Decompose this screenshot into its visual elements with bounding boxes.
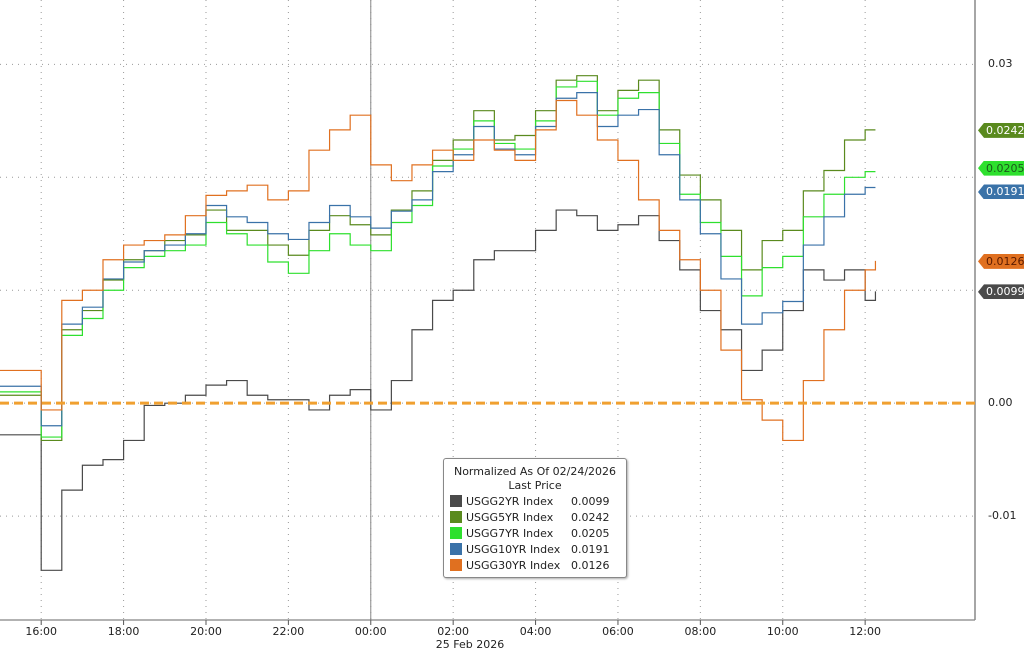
legend-item: USGG2YR Index 0.0099 [444, 493, 626, 509]
legend-swatch [450, 559, 462, 571]
x-tick-label: 04:00 [519, 625, 552, 638]
series-line-usgg10yr [0, 92, 876, 427]
x-tick-label: 22:00 [272, 625, 305, 638]
legend-swatch [450, 527, 462, 539]
x-tick-label: 20:00 [190, 625, 222, 638]
y-tick-label: 0.03 [988, 57, 1013, 71]
series-line-usgg30yr [0, 99, 877, 442]
legend-swatch [450, 495, 462, 507]
legend-item: USGG30YR Index 0.0126 [444, 557, 626, 573]
legend-last-value: 0.0191 [571, 542, 610, 556]
last-value-tag: 0.0242 [978, 122, 1024, 138]
legend-item: USGG10YR Index 0.0191 [444, 541, 626, 557]
legend-last-value: 0.0126 [571, 558, 610, 572]
legend: Normalized As Of 02/24/2026 Last Price U… [443, 458, 627, 578]
x-tick-label: 00:00 [354, 625, 387, 638]
last-value-tag: 0.0191 [978, 184, 1024, 200]
legend-last-value: 0.0205 [571, 526, 610, 540]
legend-series-name: USGG2YR Index [466, 494, 554, 508]
date-label: 25 Feb 2026 [435, 638, 505, 651]
y-tick-label: 0.00 [988, 396, 1013, 410]
series-line-usgg5yr [0, 75, 876, 442]
legend-last-value: 0.0242 [571, 510, 610, 524]
x-tick-label: 08:00 [684, 625, 717, 638]
x-tick-label: 16:00 [25, 625, 58, 638]
last-value-tag: 0.0099 [978, 284, 1024, 300]
x-tick-label: 06:00 [602, 625, 634, 638]
legend-subtitle: Last Price [508, 479, 562, 492]
last-value-tag: 0.0126 [978, 253, 1024, 269]
legend-item: USGG7YR Index 0.0205 [444, 525, 626, 541]
x-tick-label: 10:00 [766, 625, 799, 638]
x-tick-label: 02:00 [437, 625, 470, 638]
last-value-tag: 0.0205 [978, 160, 1024, 176]
legend-series-name: USGG7YR Index [466, 526, 554, 540]
series-line-usgg2yr [0, 209, 877, 571]
x-tick-label: 12:00 [849, 625, 881, 638]
legend-series-name: USGG5YR Index [466, 510, 554, 524]
legend-series-name: USGG30YR Index [466, 558, 561, 572]
legend-title: Normalized As Of 02/24/2026 [453, 465, 617, 478]
legend-last-value: 0.0099 [571, 494, 610, 508]
legend-item: USGG5YR Index 0.0242 [444, 509, 626, 525]
legend-swatch [450, 511, 462, 523]
legend-swatch [450, 543, 462, 555]
y-tick-label: -0.01 [988, 509, 1017, 523]
legend-series-name: USGG10YR Index [466, 542, 561, 556]
x-tick-label: 18:00 [107, 625, 140, 638]
